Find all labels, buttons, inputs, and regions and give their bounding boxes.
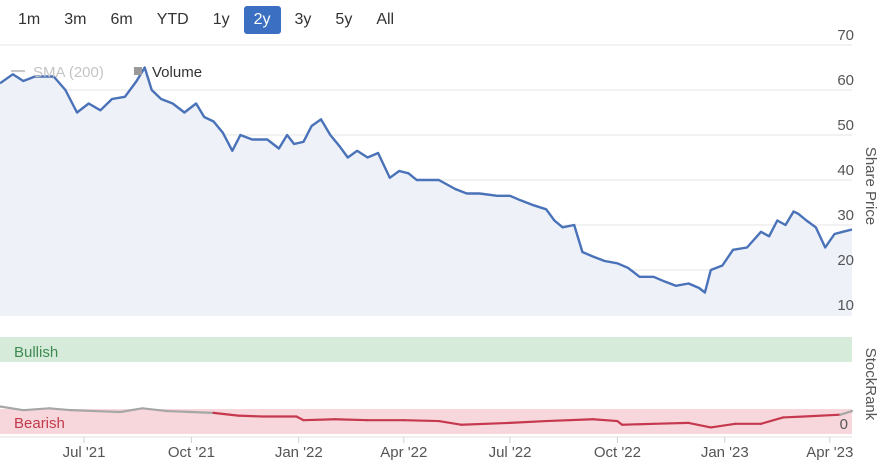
- stockrank-segment: [236, 414, 264, 418]
- stockrank-zero-tick: 0: [840, 416, 848, 433]
- x-axis: Jul '21 Oct '21 Jan '22 Apr '22 Jul '22 Oct '…: [63, 437, 853, 461]
- price-tick-label: 50: [837, 117, 854, 134]
- volume-legend-label[interactable]: Volume: [152, 64, 202, 81]
- range-5y-button[interactable]: 5y: [335, 11, 353, 28]
- stockrank-segment: [47, 407, 73, 412]
- range-2y-button[interactable]: 2y: [243, 6, 281, 34]
- price-tick-label: 70: [837, 27, 854, 44]
- bullish-band: [0, 337, 852, 362]
- stockrank-segment: [70, 409, 96, 413]
- stockrank-segment: [295, 415, 305, 422]
- chart-legend: SMA (200) Volume: [11, 64, 202, 81]
- range-6m-button[interactable]: 6m: [110, 11, 133, 28]
- bullish-label: Bullish: [14, 344, 58, 361]
- stockrank-line: [0, 405, 854, 429]
- stockrank-segment: [508, 419, 548, 424]
- x-tick-label: Jan '22: [275, 444, 323, 461]
- bearish-label: Bearish: [14, 415, 65, 432]
- x-tick-label: Jan '23: [701, 444, 749, 461]
- range-3m-button[interactable]: 3m: [64, 11, 87, 28]
- stockrank-panel: Bullish Bearish 0 StockRank: [0, 337, 879, 434]
- x-tick-label: Jul '21: [63, 444, 106, 461]
- stockrank-segment: [709, 422, 737, 429]
- stockrank-segment: [402, 419, 440, 423]
- price-axis: 10 20 30 40 50 60 70: [837, 27, 854, 314]
- price-tick-label: 20: [837, 252, 854, 269]
- stockrank-segment: [459, 421, 512, 426]
- stockrank-segment: [0, 405, 25, 412]
- stockrank-segment: [839, 409, 854, 416]
- x-tick-label: Jul '22: [489, 444, 532, 461]
- price-axis-label: Share Price: [862, 147, 879, 225]
- stockrank-segment: [93, 409, 122, 414]
- stockrank-segment: [591, 418, 619, 423]
- stockrank-segment: [22, 407, 51, 412]
- x-tick-label: Apr '22: [380, 444, 427, 461]
- x-tick-label: Oct '22: [594, 444, 641, 461]
- stockrank-segment: [687, 421, 712, 429]
- x-tick-label: Oct '21: [168, 444, 215, 461]
- range-selector: 1m 3m 6m YTD 1y 2y 3y 5y All: [8, 4, 408, 36]
- price-tick-label: 60: [837, 72, 854, 89]
- stockrank-segment: [165, 409, 193, 414]
- stockrank-segment: [437, 419, 463, 426]
- stockrank-segment: [302, 418, 337, 422]
- price-tick-label: 30: [837, 207, 854, 224]
- range-all-button[interactable]: All: [376, 11, 395, 28]
- stockrank-segment: [545, 418, 594, 423]
- stockrank-segment: [333, 418, 369, 422]
- stockrank-segment: [652, 421, 690, 425]
- stockrank-segment: [212, 411, 240, 417]
- stockrank-segment: [190, 410, 215, 414]
- stockrank-segment: [759, 416, 785, 425]
- stockrank-segment: [803, 413, 842, 418]
- price-tick-label: 10: [837, 297, 854, 314]
- stockrank-segment: [782, 415, 806, 419]
- price-line: [0, 66, 853, 294]
- stockrank-axis-label: StockRank: [862, 348, 879, 421]
- price-area: [0, 67, 852, 315]
- stockrank-segment: [620, 422, 655, 426]
- sma-legend-label[interactable]: SMA (200): [33, 64, 104, 81]
- stockrank-segment: [119, 407, 144, 414]
- stockrank-segment: [141, 407, 168, 413]
- range-1m-button[interactable]: 1m: [18, 11, 41, 28]
- volume-legend-swatch[interactable]: [134, 67, 142, 75]
- x-tick-label: Apr '23: [806, 444, 853, 461]
- range-3y-button[interactable]: 3y: [294, 11, 312, 28]
- range-ytd-button[interactable]: YTD: [156, 11, 189, 28]
- price-tick-label: 40: [837, 162, 854, 179]
- range-1y-button[interactable]: 1y: [212, 11, 230, 28]
